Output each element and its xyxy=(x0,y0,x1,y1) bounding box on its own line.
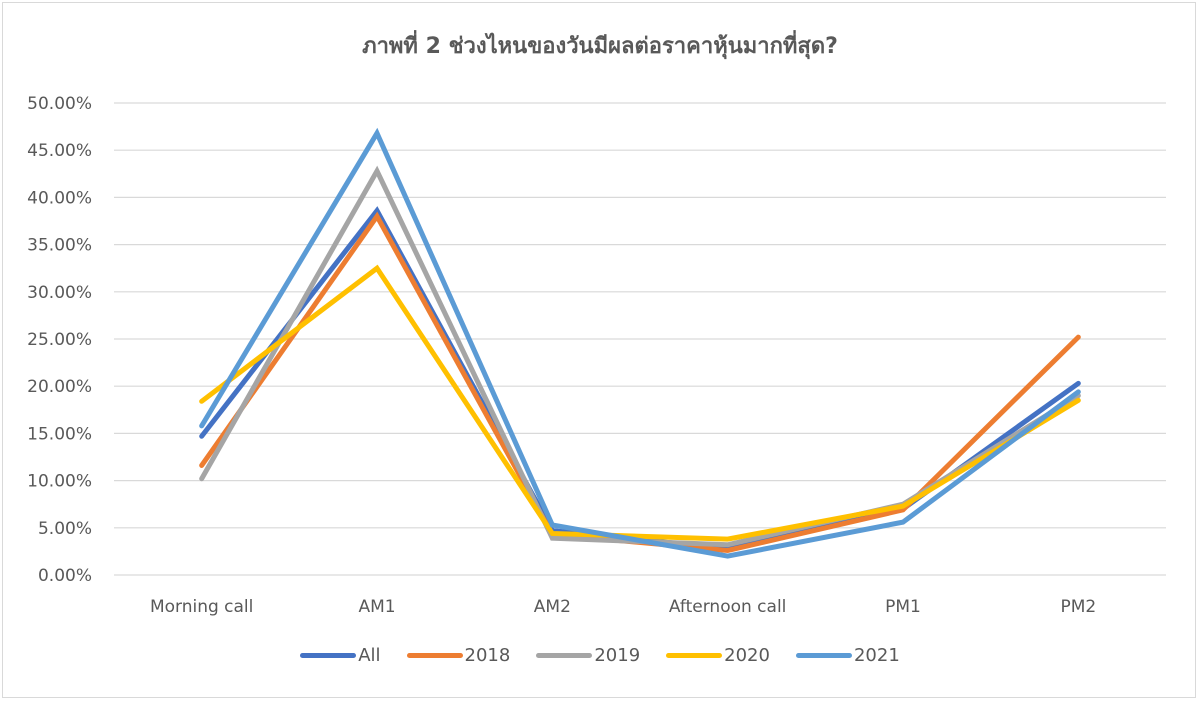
x-axis-labels: Morning call AM1 AM2 Afternoon call PM1 PM2 xyxy=(150,597,1096,617)
legend-item-all: All xyxy=(300,645,381,666)
legend-swatch-icon xyxy=(795,653,852,658)
x-tick-label: AM1 xyxy=(358,597,395,617)
legend-swatch-icon xyxy=(406,653,463,658)
x-tick-label: AM2 xyxy=(534,597,571,617)
legend-label: All xyxy=(358,645,381,666)
x-tick-label: Morning call xyxy=(150,597,253,617)
y-tick-label: 30.00% xyxy=(27,283,92,303)
legend-swatch-icon xyxy=(666,653,723,658)
y-tick-label: 35.00% xyxy=(27,236,92,256)
legend-item-2019: 2019 xyxy=(536,645,640,666)
x-tick-label: PM1 xyxy=(885,597,921,617)
x-tick-label: PM2 xyxy=(1060,597,1096,617)
legend-item-2018: 2018 xyxy=(406,645,511,666)
legend-swatch-icon xyxy=(536,653,593,658)
y-tick-label: 5.00% xyxy=(38,519,92,539)
legend-label: 2020 xyxy=(724,645,770,666)
y-tick-label: 0.00% xyxy=(38,566,92,586)
gridlines xyxy=(114,102,1166,576)
chart-title: ภาพที่ 2 ช่วงไหนของวันมีผลต่อราคาหุ้นมาก… xyxy=(362,34,838,59)
y-axis-labels: 0.00% 5.00% 10.00% 15.00% 20.00% 25.00% 30.00%… xyxy=(27,94,92,586)
legend: All 2018 2019 2020 2021 xyxy=(0,645,1200,666)
legend-label: 2021 xyxy=(853,645,900,666)
series-line-2020 xyxy=(199,264,1081,542)
x-tick-label: Afternoon call xyxy=(669,597,787,617)
legend-label: 2018 xyxy=(464,645,511,666)
y-tick-label: 15.00% xyxy=(27,424,92,444)
legend-item-2020: 2020 xyxy=(666,645,770,666)
y-tick-label: 50.00% xyxy=(27,94,92,114)
series-line-all xyxy=(199,206,1081,552)
data-series xyxy=(199,127,1081,559)
y-tick-label: 25.00% xyxy=(27,330,92,350)
legend-label: 2019 xyxy=(594,645,641,666)
legend-swatch-icon xyxy=(300,653,357,658)
series-line-2021 xyxy=(199,127,1081,559)
y-tick-label: 10.00% xyxy=(27,472,92,492)
y-tick-label: 40.00% xyxy=(27,188,92,208)
legend-item-2021: 2021 xyxy=(795,645,900,666)
y-tick-label: 20.00% xyxy=(27,377,92,397)
y-tick-label: 45.00% xyxy=(27,141,92,161)
